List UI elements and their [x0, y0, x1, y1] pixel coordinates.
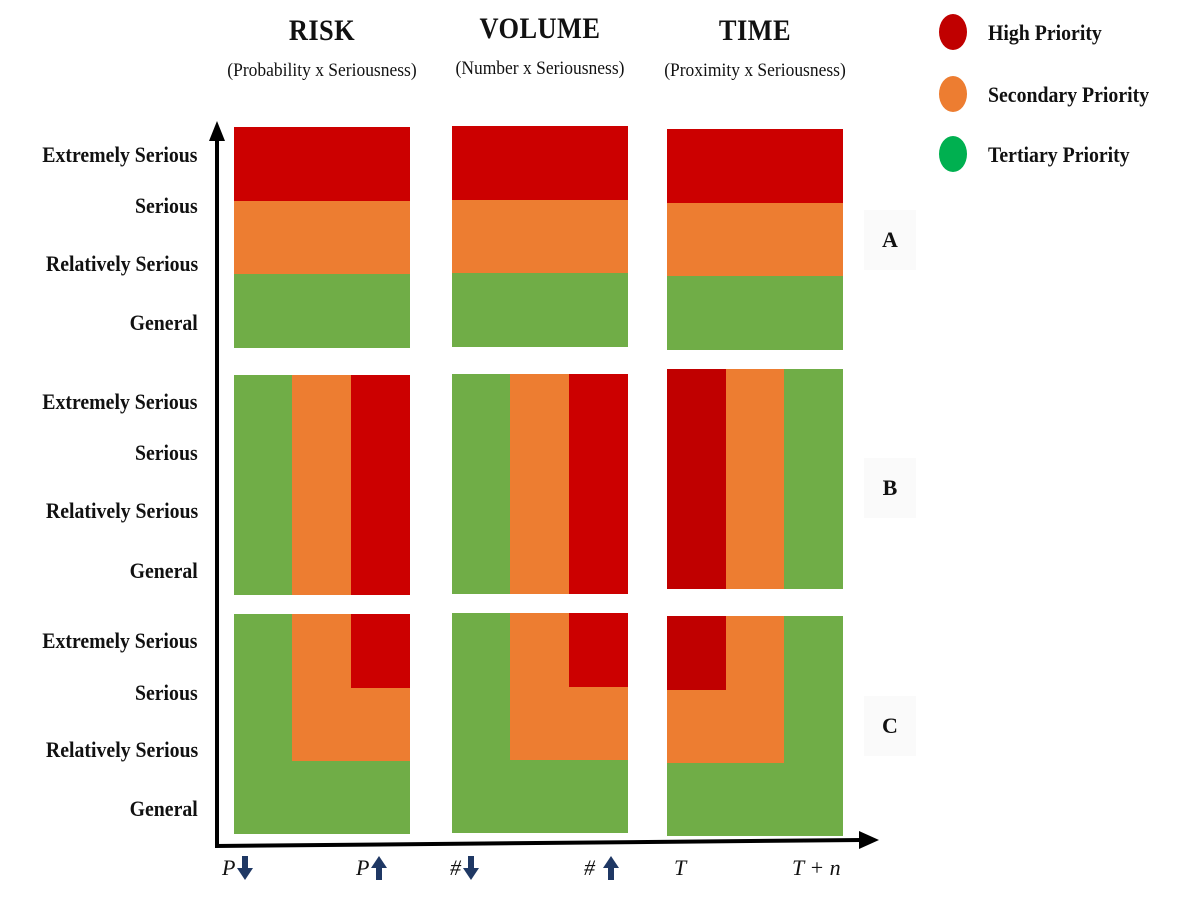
- block-tertiary: [667, 276, 843, 350]
- block-tertiary: [234, 375, 292, 595]
- block-secondary: [234, 201, 410, 274]
- row-label-extremely-serious: Extremely Serious: [42, 142, 198, 167]
- block-high: [452, 126, 628, 200]
- row-label-relatively-serious: Relatively Serious: [45, 251, 198, 276]
- section-tag-a: A: [864, 210, 916, 270]
- arrow-up-icon: [602, 856, 619, 880]
- block-high: [234, 127, 410, 201]
- column-title-risk: RISK: [288, 14, 356, 47]
- x-label-text: T: [674, 855, 687, 880]
- row-label-relatively-serious: Relatively Serious: [45, 498, 198, 523]
- legend-label-tertiary: Tertiary Priority: [988, 142, 1130, 167]
- panel-c-time: [667, 616, 843, 836]
- arrow-down-icon: [237, 856, 254, 880]
- block-high: [569, 374, 628, 594]
- x-label-time-now: T: [674, 855, 686, 881]
- block-tertiary: [452, 273, 628, 347]
- row-label-general: General: [129, 558, 198, 583]
- column-title-time: TIME: [718, 14, 792, 47]
- panel-a-time: [667, 129, 843, 350]
- block-tertiary: [452, 374, 510, 594]
- x-label-text: P: [222, 855, 236, 880]
- section-tag-b: B: [864, 458, 916, 518]
- column-subtitle-volume: (Number x Seriousness): [455, 58, 625, 79]
- block-secondary: [726, 369, 784, 589]
- x-label-text: P: [356, 855, 370, 880]
- row-label-serious: Serious: [135, 440, 198, 465]
- block-secondary: [510, 374, 569, 594]
- row-label-serious: Serious: [135, 680, 198, 705]
- panel-b-risk: [234, 375, 410, 595]
- block-high: [667, 129, 843, 203]
- x-label-p-low: P: [222, 855, 254, 881]
- legend-label-high: High Priority: [988, 20, 1102, 45]
- block-high: [569, 613, 628, 687]
- panel-c-risk: [234, 614, 410, 834]
- x-label-p-high: P: [356, 855, 388, 881]
- panel-b-time: [667, 369, 843, 589]
- row-label-extremely-serious: Extremely Serious: [42, 389, 198, 414]
- x-label-number-low: #: [450, 855, 479, 881]
- row-label-extremely-serious: Extremely Serious: [42, 628, 198, 653]
- panel-a-risk: [234, 127, 410, 348]
- block-secondary: [292, 375, 351, 595]
- block-tertiary: [784, 369, 843, 589]
- block-high: [351, 375, 410, 595]
- block-secondary: [667, 203, 843, 276]
- row-label-serious: Serious: [135, 193, 198, 218]
- x-label-time-later: T + n: [792, 855, 841, 881]
- block-secondary: [452, 200, 628, 273]
- block-high: [351, 614, 410, 688]
- x-label-text: T + n: [792, 855, 841, 880]
- row-label-general: General: [129, 310, 198, 335]
- block-high: [667, 616, 726, 690]
- column-subtitle-time: (Proximity x Seriousness): [664, 60, 846, 81]
- x-label-text: #: [584, 855, 601, 880]
- legend-dot-secondary: [939, 76, 967, 112]
- x-axis-arrowhead: [859, 831, 879, 849]
- y-axis-arrowhead: [209, 121, 225, 141]
- column-title-volume: VOLUME: [479, 12, 601, 45]
- x-label-text: #: [450, 855, 461, 880]
- block-high: [667, 369, 726, 589]
- x-axis-line: [214, 838, 863, 848]
- legend-label-secondary: Secondary Priority: [988, 82, 1150, 107]
- panel-b-volume: [452, 374, 628, 594]
- column-subtitle-risk: (Probability x Seriousness): [227, 60, 417, 81]
- row-label-general: General: [129, 796, 198, 821]
- panel-a-volume: [452, 126, 628, 347]
- block-tertiary: [234, 274, 410, 348]
- legend-dot-high: [939, 14, 967, 50]
- legend-dot-tertiary: [939, 136, 967, 172]
- row-label-relatively-serious: Relatively Serious: [45, 737, 198, 762]
- x-label-number-high: #: [584, 855, 619, 881]
- panel-c-volume: [452, 613, 628, 833]
- section-tag-c: C: [864, 696, 916, 756]
- arrow-up-icon: [371, 856, 388, 880]
- arrow-down-icon: [463, 856, 479, 880]
